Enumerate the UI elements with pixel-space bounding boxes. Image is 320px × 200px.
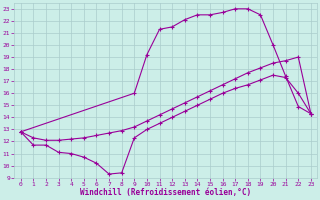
X-axis label: Windchill (Refroidissement éolien,°C): Windchill (Refroidissement éolien,°C)	[80, 188, 252, 197]
